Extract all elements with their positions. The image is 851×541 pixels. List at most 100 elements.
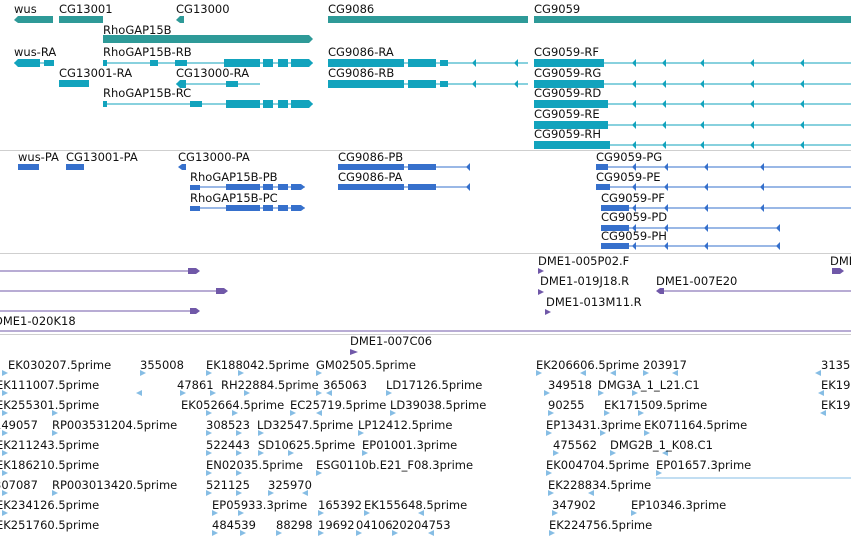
transcript-feature-cg9059-rg[interactable] [534,80,851,88]
est-feature[interactable] [236,450,242,456]
transcript-feature-cg13000-ra[interactable] [176,80,260,88]
gene-feature-cg13000[interactable] [176,16,184,23]
est-feature[interactable] [386,390,392,396]
est-feature[interactable] [326,390,332,396]
clone-feature-dme1-005p02f[interactable] [538,268,544,274]
est-feature[interactable] [52,490,58,496]
est-feature[interactable] [632,390,638,396]
protein-feature-cg13001-pa[interactable] [66,164,84,170]
est-feature[interactable] [544,390,550,396]
transcript-feature-wus-ra[interactable] [14,59,54,67]
est-feature[interactable] [362,450,368,456]
est-feature[interactable] [236,470,242,476]
est-feature[interactable] [288,450,294,456]
protein-feature-cg9059-ph[interactable] [601,242,780,250]
est-feature[interactable] [662,450,668,456]
est-feature[interactable] [206,410,212,416]
est-feature[interactable] [268,490,274,496]
est-feature[interactable] [276,530,282,536]
est-feature[interactable] [588,490,594,496]
gene-feature-cg13001[interactable] [59,16,103,23]
est-feature[interactable] [206,470,212,476]
est-feature[interactable] [2,490,8,496]
est-feature[interactable] [546,470,552,476]
est-feature[interactable] [548,410,554,416]
est-feature[interactable] [52,430,58,436]
est-feature[interactable] [236,430,242,436]
est-feature[interactable] [2,410,8,416]
protein-feature-cg9059-pg[interactable] [596,163,851,171]
est-feature[interactable] [358,430,364,436]
est-feature[interactable] [316,370,322,376]
est-feature[interactable] [2,470,8,476]
est-feature[interactable] [318,510,324,516]
transcript-feature-cg9086-ra[interactable] [328,59,528,67]
protein-feature-cg9059-pf[interactable] [601,204,851,212]
protein-feature-wus-pa[interactable] [18,164,39,170]
est-feature[interactable] [418,510,424,516]
est-feature[interactable] [180,390,186,396]
est-feature[interactable] [238,510,244,516]
est-feature[interactable] [364,510,370,516]
transcript-feature-cg9059-rf[interactable] [534,59,851,67]
est-feature[interactable] [236,490,242,496]
est-feature[interactable] [2,450,8,456]
est-feature[interactable] [390,410,396,416]
est-feature[interactable] [546,430,552,436]
est-feature[interactable] [536,370,542,376]
est-feature[interactable] [52,410,58,416]
est-feature[interactable] [553,450,559,456]
est-feature[interactable] [815,370,821,376]
est-feature[interactable] [206,490,212,496]
est-feature[interactable] [392,530,398,536]
transcript-feature-rhogap15b-rc[interactable] [103,100,313,108]
transcript-feature-rhogap15b-rb[interactable] [103,59,313,67]
est-feature[interactable] [580,370,586,376]
est-feature[interactable] [672,370,678,376]
est-feature[interactable] [2,390,8,396]
est-feature[interactable] [212,510,218,516]
est-feature[interactable] [244,390,250,396]
est-feature[interactable] [2,510,8,516]
est-feature[interactable] [610,450,616,456]
est-feature[interactable] [240,530,246,536]
transcript-feature-cg9059-rd[interactable] [534,100,851,108]
est-feature[interactable] [258,430,264,436]
est-feature[interactable] [232,410,238,416]
transcript-feature-cg9086-rb[interactable] [328,80,528,88]
est-feature[interactable] [548,490,554,496]
est-feature[interactable] [818,390,824,396]
est-feature[interactable] [290,410,296,416]
clone-feature-dme1-019j18r[interactable] [538,289,544,295]
transcript-feature-cg13001-ra[interactable] [59,80,89,87]
est-feature[interactable] [210,390,216,396]
est-feature[interactable] [552,510,558,516]
est-feature[interactable] [136,390,142,396]
est-feature[interactable] [206,430,212,436]
protein-feature-cg9086-pa[interactable] [338,183,470,191]
protein-feature-cg9059-pd[interactable] [601,224,780,232]
est-feature[interactable] [258,450,264,456]
est-feature[interactable] [598,390,604,396]
est-feature[interactable] [316,470,322,476]
protein-feature-cg13000-pa[interactable] [178,164,186,170]
est-feature[interactable] [238,370,244,376]
clone-feature-dme1-020k18[interactable] [0,308,200,314]
est-feature[interactable] [316,410,322,416]
est-feature[interactable] [638,410,644,416]
est-feature[interactable] [604,410,610,416]
gene-feature-rhogap15b[interactable] [103,35,313,43]
est-feature[interactable] [2,370,8,376]
transcript-feature-cg9059-re[interactable] [534,121,851,129]
transcript-feature-cg9059-rh[interactable] [534,141,851,149]
est-feature[interactable] [631,510,637,516]
est-feature[interactable] [302,490,308,496]
est-feature[interactable] [318,530,324,536]
est-feature[interactable] [212,530,218,536]
protein-feature-cg9086-pb[interactable] [338,163,470,171]
est-feature[interactable] [206,370,212,376]
est-feature[interactable] [2,430,8,436]
protein-feature-rhogap15b-pb[interactable] [190,184,305,190]
est-feature[interactable] [206,450,212,456]
est-feature[interactable] [820,410,826,416]
